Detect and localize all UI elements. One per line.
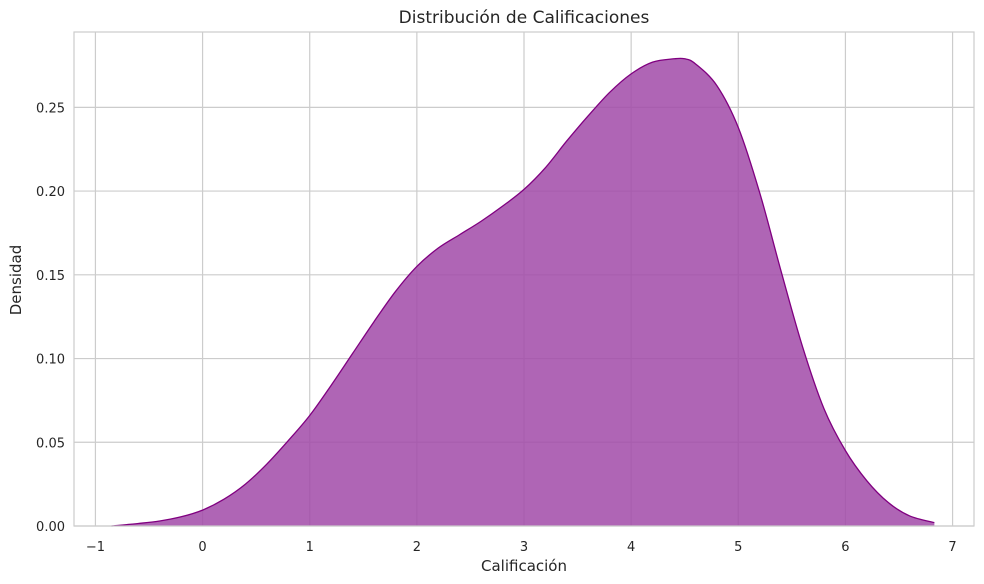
axes-frame	[73, 31, 975, 527]
y-tick-label: 0.25	[36, 101, 65, 116]
y-tick-label: 0.00	[36, 520, 65, 535]
density-line	[111, 57, 935, 527]
density-area	[111, 58, 935, 527]
x-tick-label: 3	[520, 540, 528, 555]
x-axis-title: Calificación	[481, 557, 567, 575]
y-tick-label: 0.20	[36, 185, 65, 200]
y-tick-label: 0.10	[36, 353, 65, 368]
chart-title: Distribución de Calificaciones	[399, 8, 650, 28]
x-tick-label: 6	[841, 540, 849, 555]
x-tick-label: −1	[86, 540, 105, 555]
y-axis-title: Densidad	[7, 245, 25, 316]
y-tick-labels: 0.00 0.05 0.10 0.15 0.20 0.25	[36, 101, 65, 535]
x-tick-label: 5	[734, 540, 742, 555]
x-tick-label: 7	[948, 540, 956, 555]
x-tick-label: 4	[627, 540, 635, 555]
x-tick-label: 1	[306, 540, 314, 555]
x-tick-label: 0	[198, 540, 206, 555]
x-tick-labels: −1 0 1 2 3 4 5 6 7	[86, 540, 957, 555]
y-tick-label: 0.15	[36, 269, 65, 284]
x-tick-label: 2	[413, 540, 421, 555]
y-tick-label: 0.05	[36, 436, 65, 451]
